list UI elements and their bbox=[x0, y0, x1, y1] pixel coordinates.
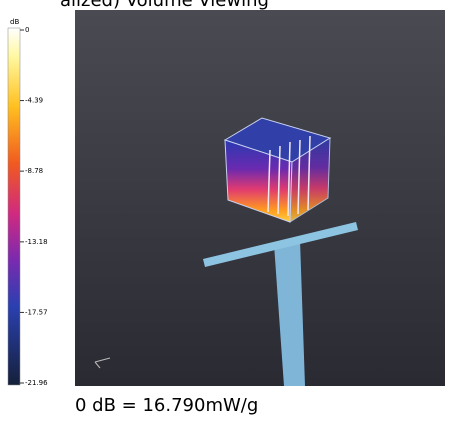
tick-label: 0 bbox=[25, 26, 29, 34]
feed-post bbox=[274, 240, 305, 386]
caption: 0 dB = 16.790mW/g bbox=[75, 395, 258, 416]
tick-label: -8.78 bbox=[25, 167, 43, 175]
tick-label: -17.57 bbox=[25, 308, 48, 316]
title: alized) Volume Viewing bbox=[60, 0, 269, 11]
colorbar-unit: dB bbox=[10, 18, 19, 26]
colorbar bbox=[7, 27, 21, 386]
dipole-arm bbox=[203, 222, 358, 267]
tick-label: -21.96 bbox=[25, 379, 48, 387]
tick-label: -13.18 bbox=[25, 238, 48, 246]
tick-label: -4.39 bbox=[25, 97, 43, 105]
cube-slices bbox=[267, 135, 311, 217]
axis-glyph bbox=[94, 357, 111, 369]
colorbar-ticks: 0 -4.39 -8.78 -13.18 -17.57 -21.96 bbox=[20, 26, 48, 387]
